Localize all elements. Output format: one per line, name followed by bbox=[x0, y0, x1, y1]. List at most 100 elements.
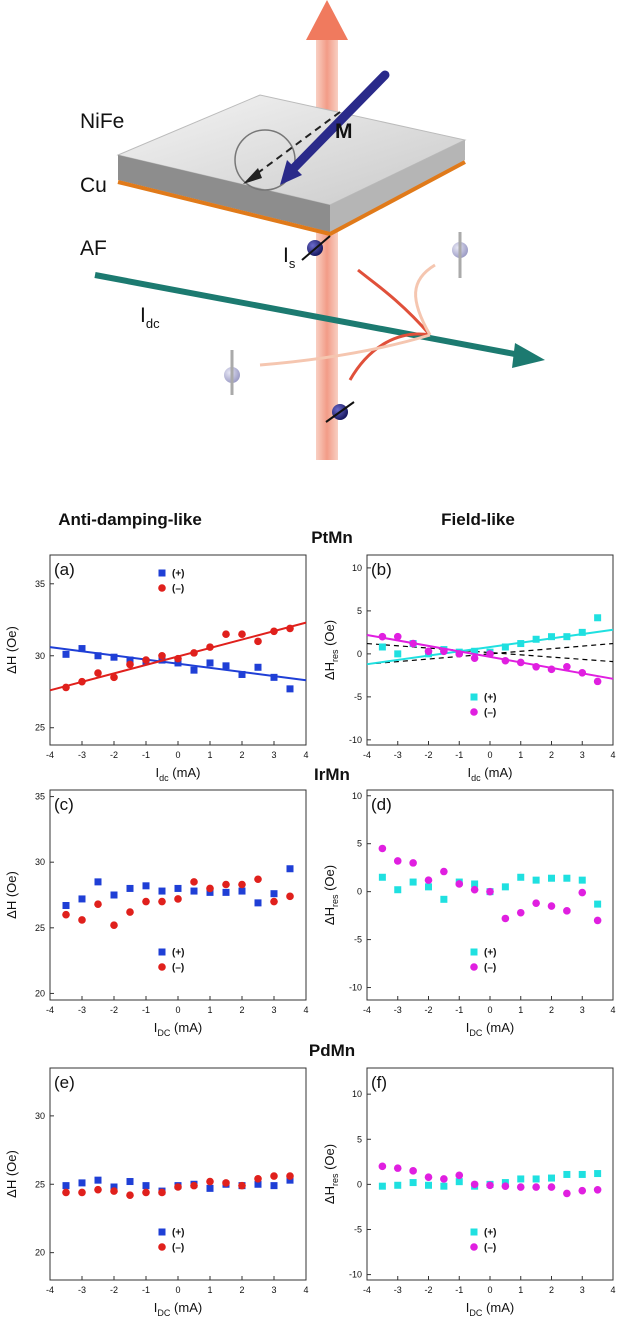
data-point bbox=[532, 876, 540, 884]
data-point bbox=[578, 1170, 586, 1178]
data-point bbox=[126, 884, 134, 892]
data-point bbox=[501, 914, 510, 923]
data-point bbox=[563, 662, 571, 671]
y-tick-label: 35 bbox=[35, 792, 45, 802]
data-point bbox=[424, 876, 433, 884]
data-point bbox=[548, 633, 555, 641]
legend-marker bbox=[158, 1228, 166, 1236]
data-point bbox=[254, 899, 262, 907]
x-tick-label: 2 bbox=[239, 1285, 244, 1295]
data-point bbox=[142, 1182, 150, 1190]
y-axis-label: ΔHres (Oe) bbox=[322, 620, 340, 680]
data-point bbox=[563, 1170, 571, 1178]
legend-marker bbox=[470, 948, 478, 956]
precession-circle bbox=[234, 129, 296, 191]
x-tick-label: 0 bbox=[487, 750, 492, 760]
data-point bbox=[563, 1189, 571, 1198]
data-point bbox=[158, 887, 166, 895]
data-point bbox=[393, 857, 402, 865]
data-point bbox=[254, 637, 262, 646]
data-point bbox=[94, 878, 102, 886]
text-part: DC bbox=[157, 1308, 170, 1318]
data-point bbox=[409, 639, 417, 648]
data-point bbox=[238, 630, 246, 638]
data-point bbox=[578, 1186, 587, 1195]
data-point bbox=[126, 908, 134, 916]
x-tick-label: 4 bbox=[303, 1285, 308, 1295]
data-point bbox=[517, 1175, 525, 1183]
data-point bbox=[190, 878, 198, 886]
spin-arrow bbox=[301, 235, 331, 261]
data-point bbox=[270, 1172, 278, 1180]
x-tick-label: 2 bbox=[239, 750, 244, 760]
data-point bbox=[578, 628, 586, 636]
x-tick-label: -3 bbox=[394, 1005, 402, 1015]
y-tick-label: -10 bbox=[349, 735, 362, 745]
data-point bbox=[470, 1180, 479, 1189]
x-tick-label: 1 bbox=[207, 750, 212, 760]
x-tick-label: -4 bbox=[46, 1285, 54, 1295]
data-point bbox=[254, 1174, 262, 1183]
x-tick-label: -2 bbox=[424, 1285, 432, 1295]
data-point bbox=[578, 888, 587, 897]
text-part: ΔH bbox=[322, 662, 337, 680]
legend-marker bbox=[470, 1243, 478, 1251]
data-point bbox=[238, 670, 246, 678]
x-tick-label: -1 bbox=[142, 750, 150, 760]
fit-line bbox=[366, 628, 614, 666]
y-tick-label: 25 bbox=[35, 1179, 45, 1189]
panel-label: (a) bbox=[54, 560, 75, 579]
data-point bbox=[470, 885, 479, 894]
data-point bbox=[222, 662, 230, 670]
data-point bbox=[94, 669, 102, 677]
x-axis-label: IDC (mA) bbox=[466, 1300, 514, 1318]
data-point bbox=[190, 666, 198, 674]
x-tick-label: 1 bbox=[207, 1005, 212, 1015]
data-point bbox=[516, 1183, 525, 1191]
data-point bbox=[547, 665, 556, 674]
legend-marker bbox=[158, 948, 166, 956]
legend-label: (+) bbox=[172, 1228, 185, 1239]
text-part: res bbox=[330, 649, 340, 662]
x-tick-label: -4 bbox=[363, 1285, 371, 1295]
x-tick-label: 4 bbox=[610, 750, 615, 760]
x-tick-label: 4 bbox=[610, 1005, 615, 1015]
x-tick-label: -2 bbox=[110, 1285, 118, 1295]
data-point bbox=[270, 1182, 278, 1190]
scatter-arrow bbox=[259, 333, 431, 367]
data-point bbox=[486, 650, 494, 658]
data-point bbox=[578, 876, 586, 884]
data-point bbox=[110, 1183, 118, 1191]
data-point bbox=[378, 1162, 387, 1171]
legend-label: (–) bbox=[484, 963, 496, 974]
text-part: (Oe) bbox=[322, 865, 337, 895]
data-point bbox=[222, 880, 230, 889]
x-tick-label: -2 bbox=[110, 750, 118, 760]
text-part: I bbox=[154, 1020, 158, 1035]
text-part: (Oe) bbox=[322, 1144, 337, 1174]
data-point bbox=[94, 900, 102, 908]
magnetization-arrowhead bbox=[280, 160, 302, 185]
data-point bbox=[516, 658, 525, 667]
data-point bbox=[470, 654, 479, 662]
data-point bbox=[548, 874, 555, 882]
legend-marker bbox=[158, 584, 166, 592]
data-point bbox=[270, 627, 278, 636]
data-point bbox=[238, 887, 246, 895]
y-tick-label: 35 bbox=[35, 579, 45, 589]
data-point bbox=[409, 878, 417, 886]
scatter-arrow bbox=[348, 332, 431, 381]
data-point bbox=[578, 668, 587, 677]
data-point bbox=[563, 633, 571, 641]
y-tick-label: 20 bbox=[35, 1248, 45, 1258]
nife-label: NiFe bbox=[80, 110, 124, 133]
data-point bbox=[158, 897, 166, 906]
text-part: I bbox=[466, 1020, 470, 1035]
y-axis-label: ΔHres (Oe) bbox=[322, 1144, 340, 1204]
material-label: IrMn bbox=[314, 765, 350, 784]
data-point bbox=[126, 1178, 134, 1186]
data-point bbox=[78, 1188, 86, 1197]
x-tick-label: -2 bbox=[424, 1005, 432, 1015]
data-point bbox=[190, 649, 198, 657]
text-part: I bbox=[154, 1300, 158, 1315]
